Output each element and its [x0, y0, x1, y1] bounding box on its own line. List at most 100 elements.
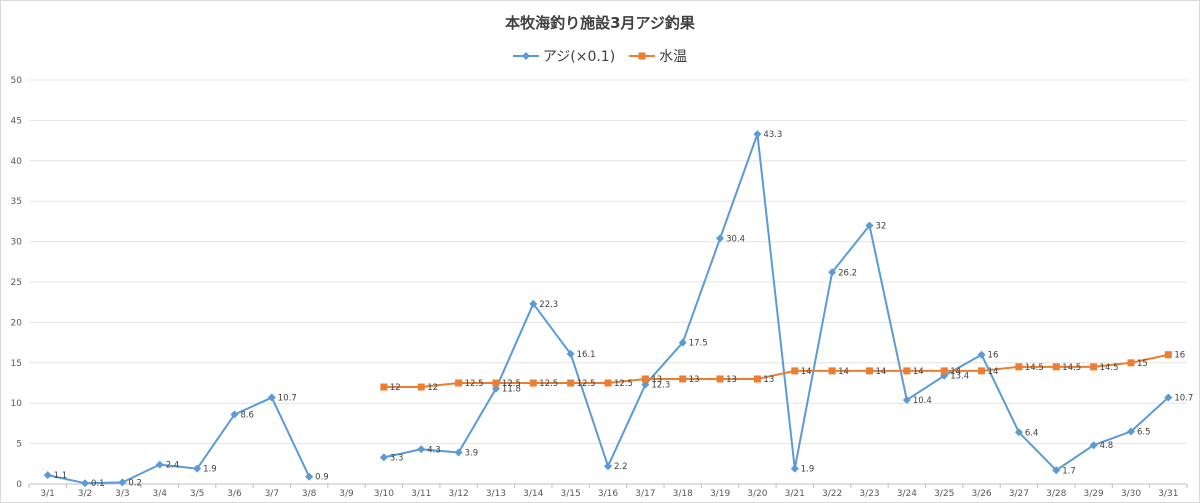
data-label-aji: 1.9: [801, 465, 815, 475]
x-tick-label: 3/22: [822, 489, 842, 499]
data-label-water-temp: 14: [801, 367, 812, 377]
data-label-aji: 2.4: [166, 461, 180, 471]
legend-marker-water-temp: [629, 52, 656, 60]
data-label-aji: 0.9: [315, 473, 329, 483]
data-label-water-temp: 14.5: [1025, 363, 1044, 373]
x-tick-label: 3/27: [1009, 489, 1029, 499]
legend-item-aji: アジ(×0.1): [512, 46, 616, 66]
y-tick-label: 45: [11, 116, 22, 126]
data-label-water-temp: 12.5: [502, 379, 521, 389]
legend-marker-aji: [512, 52, 539, 60]
data-point-water-temp: [455, 379, 463, 387]
x-tick-label: 3/29: [1084, 489, 1104, 499]
data-label-aji: 2.2: [614, 462, 628, 472]
data-label-aji: 3.3: [390, 453, 404, 463]
data-label-water-temp: 14: [988, 367, 999, 377]
data-label-aji: 17.5: [689, 339, 708, 349]
data-point-aji: [155, 460, 164, 469]
data-point-aji: [43, 471, 52, 480]
y-tick-label: 10: [11, 399, 23, 409]
data-point-water-temp: [492, 379, 500, 387]
data-label-water-temp: 12.5: [577, 379, 596, 389]
x-tick-label: 3/18: [673, 489, 693, 499]
data-point-aji: [305, 472, 314, 481]
data-label-water-temp: 12: [427, 383, 438, 393]
data-point-aji: [1164, 393, 1173, 402]
data-point-aji: [977, 350, 986, 359]
x-tick-label: 3/14: [523, 489, 543, 499]
data-label-aji: 1.9: [203, 465, 217, 475]
data-label-water-temp: 15: [1137, 359, 1148, 369]
data-point-aji: [491, 384, 500, 393]
data-point-water-temp: [903, 367, 911, 375]
x-tick-label: 3/23: [859, 489, 879, 499]
data-point-water-temp: [828, 367, 836, 375]
y-tick-label: 20: [11, 318, 23, 328]
data-point-aji: [1089, 441, 1098, 450]
data-point-water-temp: [753, 375, 761, 383]
data-label-water-temp: 14: [950, 367, 961, 377]
data-label-aji: 13.4: [950, 372, 969, 382]
data-point-water-temp: [1090, 363, 1098, 371]
y-tick-label: 35: [11, 197, 22, 207]
x-tick-label: 3/8: [302, 489, 317, 499]
data-point-water-temp: [940, 367, 948, 375]
data-label-aji: 26.2: [838, 268, 857, 278]
x-tick-label: 3/11: [411, 489, 431, 499]
data-point-aji: [193, 464, 202, 473]
data-point-water-temp: [417, 383, 425, 391]
data-point-aji: [529, 299, 538, 308]
data-label-water-temp: 12.5: [614, 379, 633, 389]
data-label-aji: 0.1: [91, 479, 105, 489]
data-label-aji: 3.9: [465, 448, 479, 458]
x-tick-label: 3/12: [448, 489, 468, 499]
legend-label-aji: アジ(×0.1): [542, 49, 616, 65]
data-point-water-temp: [865, 367, 873, 375]
x-tick-label: 3/31: [1158, 489, 1178, 499]
data-point-aji: [454, 448, 463, 457]
x-tick-label: 3/5: [190, 489, 204, 499]
data-point-water-temp: [604, 379, 612, 387]
data-label-aji: 16: [988, 351, 999, 361]
data-label-aji: 4.3: [427, 445, 441, 455]
data-label-water-temp: 13: [651, 375, 662, 385]
chart-legend: アジ(×0.1) 水温: [0, 46, 1200, 66]
chart-title: 本牧海釣り施設3月アジ釣果: [505, 14, 695, 32]
data-point-aji: [417, 445, 426, 454]
x-tick-label: 3/13: [486, 489, 506, 499]
data-point-aji: [902, 395, 911, 404]
data-point-aji: [790, 464, 799, 473]
data-point-water-temp: [791, 367, 799, 375]
x-tick-label: 3/4: [152, 489, 167, 499]
data-point-aji: [678, 338, 687, 347]
data-point-aji: [716, 234, 725, 243]
data-point-water-temp: [529, 379, 537, 387]
data-point-water-temp: [567, 379, 575, 387]
data-label-aji: 16.1: [577, 350, 596, 360]
data-label-aji: 10.4: [913, 396, 932, 406]
y-tick-label: 25: [11, 278, 22, 288]
data-label-water-temp: 14.5: [1062, 363, 1081, 373]
data-point-aji: [267, 393, 276, 402]
x-tick-label: 3/10: [374, 489, 394, 499]
x-tick-label: 3/19: [710, 489, 730, 499]
data-point-aji: [118, 478, 127, 487]
x-tick-label: 3/17: [635, 489, 655, 499]
data-point-water-temp: [1127, 359, 1135, 367]
data-point-aji: [641, 380, 650, 389]
data-label-aji: 32: [875, 221, 886, 231]
data-label-water-temp: 12: [390, 383, 401, 393]
data-label-aji: 6.5: [1137, 427, 1151, 437]
x-tick-label: 3/26: [971, 489, 991, 499]
data-label-water-temp: 13: [689, 375, 700, 385]
data-label-water-temp: 14.5: [1100, 363, 1119, 373]
data-point-water-temp: [1052, 363, 1060, 371]
x-tick-label: 3/25: [934, 489, 954, 499]
y-tick-label: 40: [11, 157, 23, 167]
data-point-water-temp: [716, 375, 724, 383]
data-label-water-temp: 13: [763, 375, 774, 385]
y-tick-label: 5: [16, 440, 22, 450]
data-point-aji: [566, 349, 575, 358]
data-label-aji: 4.8: [1100, 441, 1114, 451]
